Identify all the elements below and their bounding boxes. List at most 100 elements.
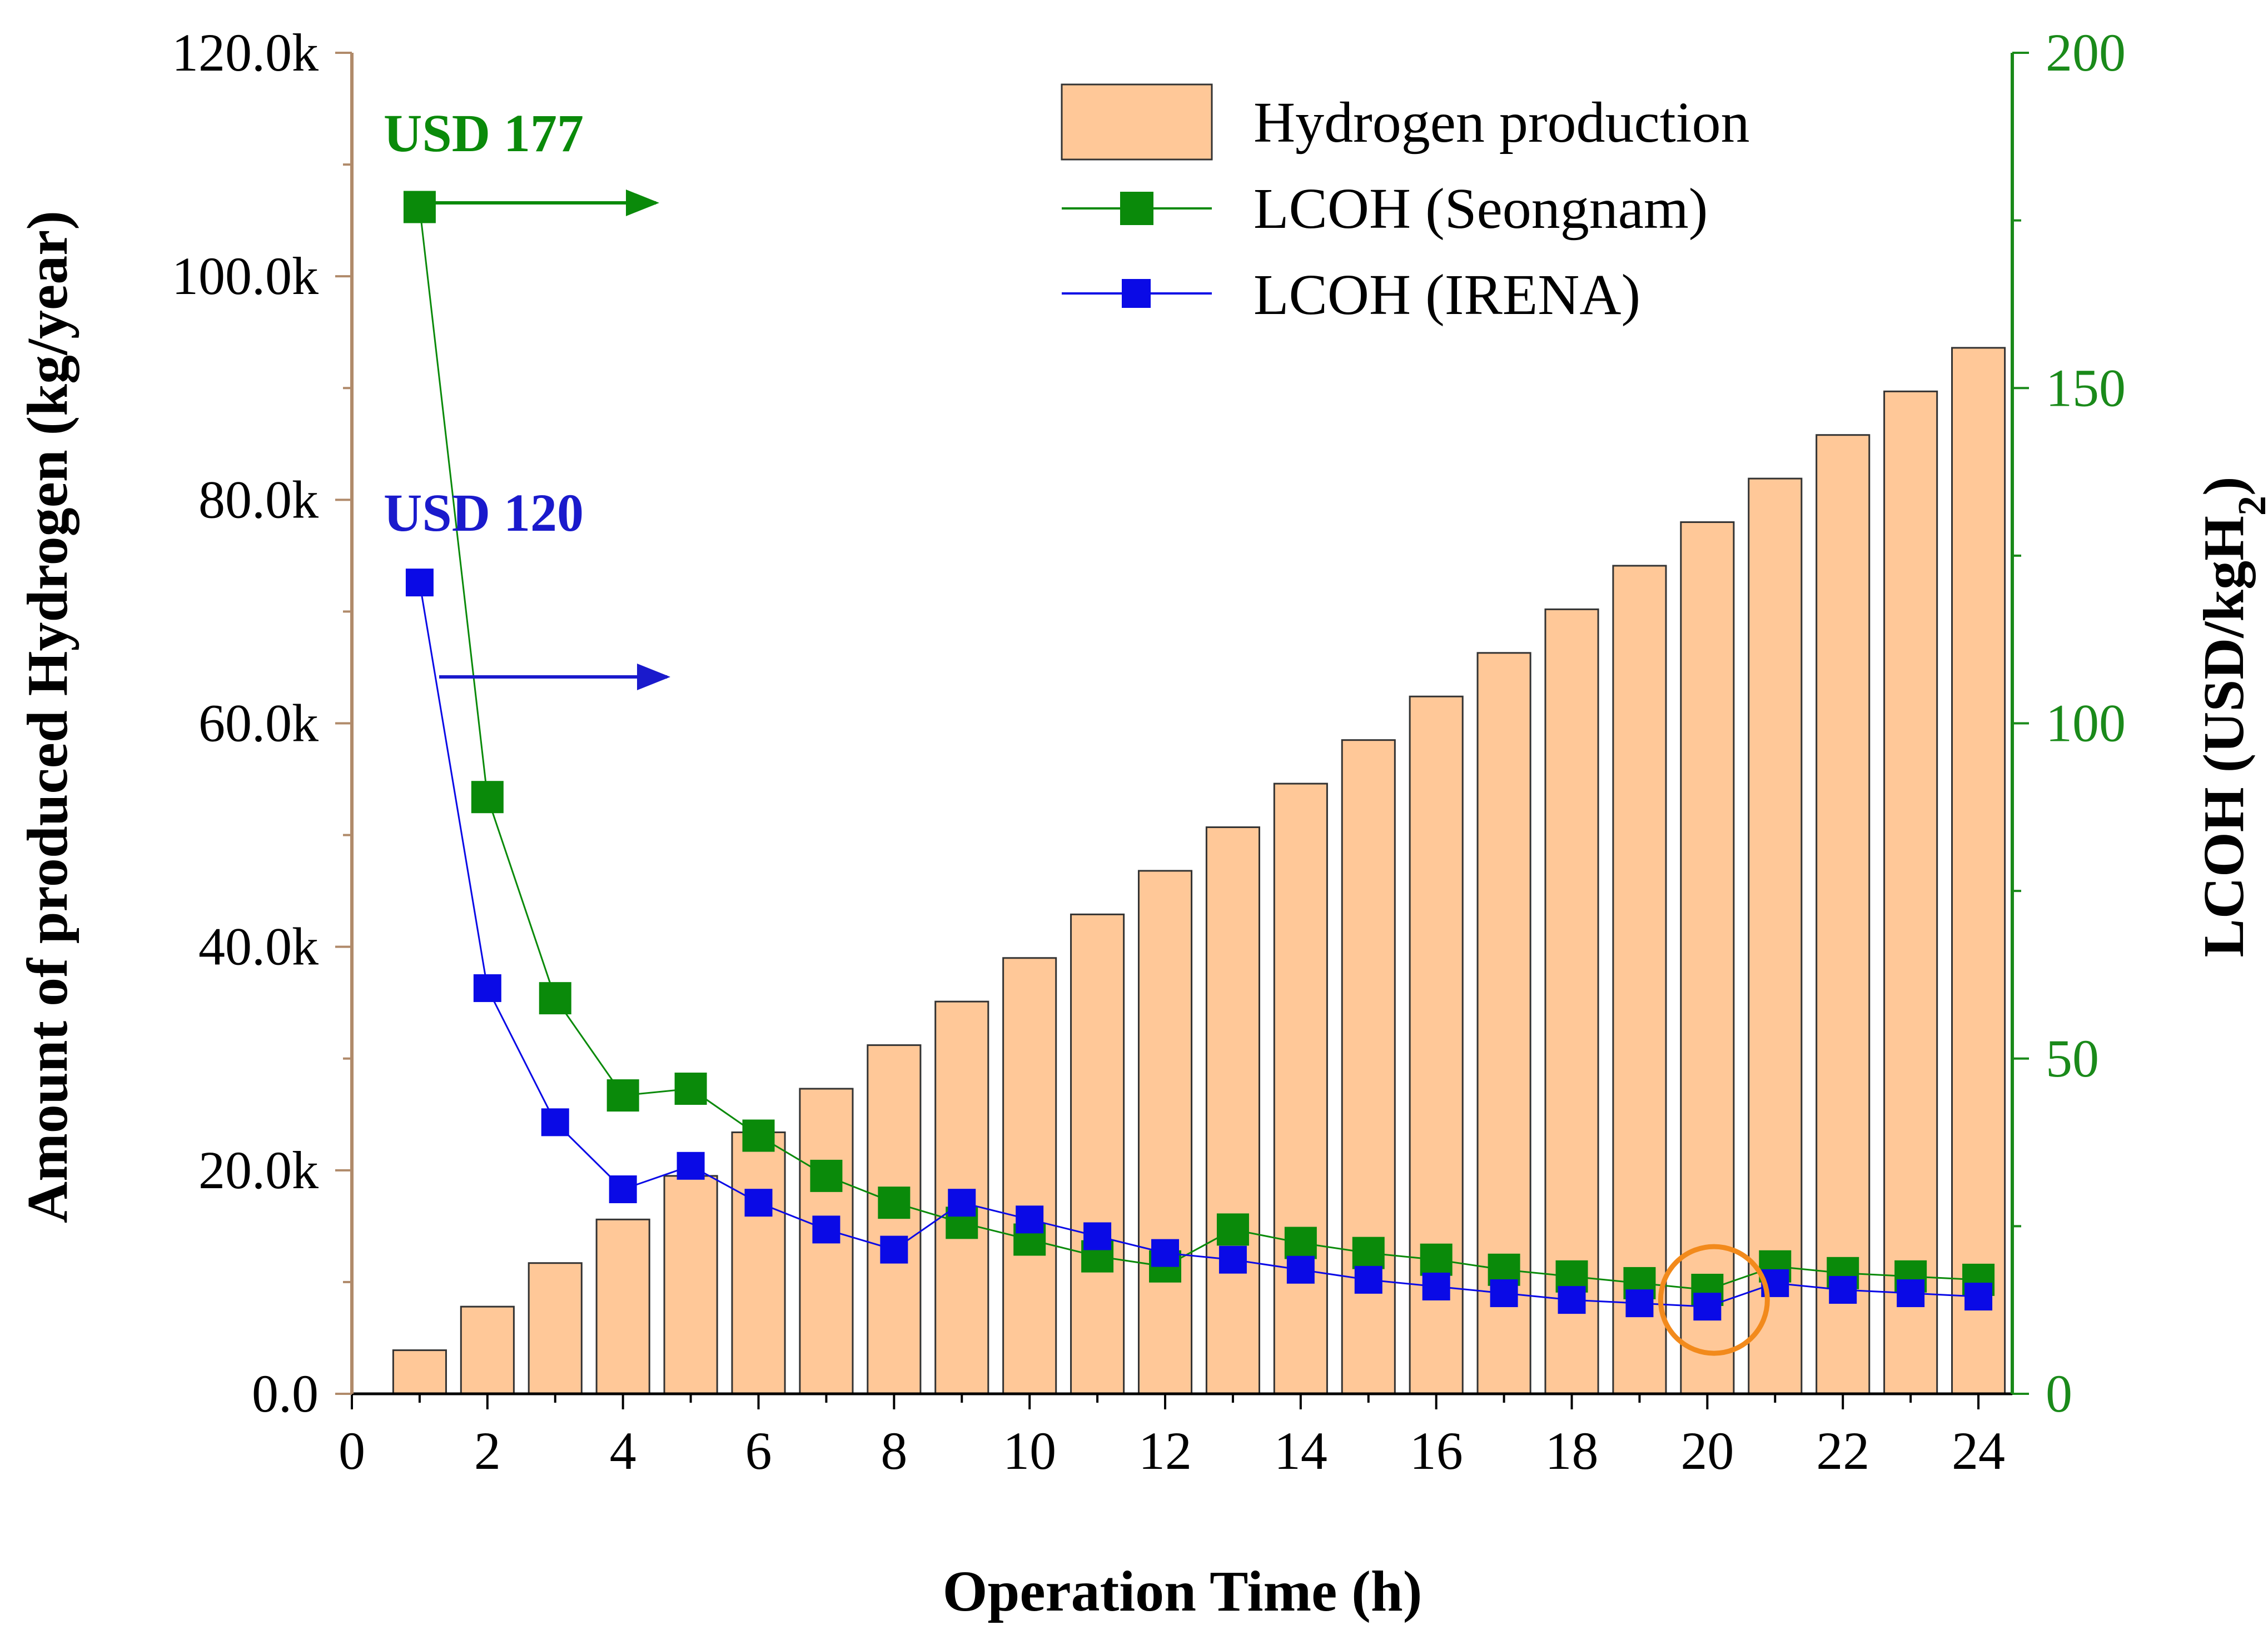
x-tick-label-10: 10 xyxy=(1003,1421,1056,1481)
y-left-tick-label-5: 100.0k xyxy=(172,246,319,306)
point-irena-h11 xyxy=(1083,1222,1112,1250)
x-tick-label-22: 22 xyxy=(1816,1421,1869,1481)
point-seongnam-h4 xyxy=(606,1079,639,1112)
point-seongnam-h7 xyxy=(810,1159,843,1192)
y-right-title-sub: 2 xyxy=(2230,496,2268,516)
point-seongnam-h6 xyxy=(742,1119,775,1152)
x-tick-label-16: 16 xyxy=(1410,1421,1463,1481)
bar-h4 xyxy=(595,1218,650,1395)
point-irena-h23 xyxy=(1897,1279,1925,1308)
bar-h22 xyxy=(1816,434,1871,1395)
point-irena-h10 xyxy=(1016,1205,1044,1234)
bar-h23 xyxy=(1883,390,1938,1395)
bar-h8 xyxy=(867,1044,922,1395)
legend: Hydrogen production LCOH (Seongnam) LCOH… xyxy=(1061,83,1749,327)
line-irena xyxy=(419,582,1979,1308)
point-irena-h18 xyxy=(1558,1286,1586,1314)
x-tick-label-20: 20 xyxy=(1680,1421,1734,1481)
y-left-tick-label-6: 120.0k xyxy=(172,23,319,82)
point-irena-h19 xyxy=(1625,1289,1654,1318)
line-seongnam xyxy=(419,207,1979,1291)
point-irena-h12 xyxy=(1151,1239,1180,1267)
point-seongnam-h1 xyxy=(403,191,436,223)
bar-h13 xyxy=(1205,826,1260,1395)
bar-h12 xyxy=(1137,870,1193,1395)
y-left-tick-label-0: 0.0 xyxy=(252,1364,319,1423)
point-irena-h5 xyxy=(677,1152,705,1180)
x-tick-label-8: 8 xyxy=(881,1421,907,1481)
annotation-usd-120: USD 120 xyxy=(384,483,584,542)
point-irena-h3 xyxy=(541,1108,569,1136)
legend-label-irena: LCOH (IRENA) xyxy=(1254,263,1640,327)
point-irena-h22 xyxy=(1829,1275,1857,1304)
bar-h15 xyxy=(1341,739,1396,1395)
y-left-tick-label-2: 40.0k xyxy=(198,917,319,976)
lines-layer xyxy=(403,191,1995,1321)
annotation-usd-177: USD 177 xyxy=(384,103,584,163)
bar-h24 xyxy=(1951,347,2006,1395)
point-seongnam-h16 xyxy=(1420,1243,1453,1276)
x-tick-label-4: 4 xyxy=(610,1421,636,1481)
y-left-tick-label-1: 20.0k xyxy=(198,1140,319,1200)
point-irena-h20 xyxy=(1693,1293,1722,1321)
point-seongnam-h5 xyxy=(674,1073,707,1105)
point-irena-h2 xyxy=(473,974,501,1003)
point-irena-h7 xyxy=(812,1215,840,1244)
point-irena-h9 xyxy=(948,1189,976,1217)
point-irena-h14 xyxy=(1286,1255,1315,1284)
x-tick-label-24: 24 xyxy=(1952,1421,2005,1481)
point-irena-h8 xyxy=(880,1235,908,1264)
legend-label-seongnam: LCOH (Seongnam) xyxy=(1254,177,1708,241)
bar-h2 xyxy=(460,1305,515,1395)
legend-marker-seongnam xyxy=(1120,192,1153,225)
bar-h3 xyxy=(528,1262,583,1395)
x-tick-label-12: 12 xyxy=(1138,1421,1192,1481)
y-right-title-main: LCOH (USD/kgH xyxy=(2192,516,2256,958)
bar-h10 xyxy=(1002,957,1057,1395)
y-right-tick-label-2: 100 xyxy=(2046,694,2126,753)
bar-h6 xyxy=(731,1131,786,1395)
legend-label-hydrogen: Hydrogen production xyxy=(1254,91,1749,154)
point-irena-h6 xyxy=(744,1189,773,1217)
y-right-axis-title: LCOH (USD/kgH2) xyxy=(2192,476,2268,957)
bar-h16 xyxy=(1409,695,1464,1395)
y-left-tick-label-4: 80.0k xyxy=(198,470,319,529)
point-irena-h1 xyxy=(405,569,434,597)
point-irena-h16 xyxy=(1422,1272,1450,1300)
point-seongnam-h8 xyxy=(878,1187,911,1219)
point-irena-h24 xyxy=(1964,1283,1993,1311)
bars-layer xyxy=(392,347,2006,1395)
x-tick-label-0: 0 xyxy=(339,1421,365,1481)
point-seongnam-h14 xyxy=(1284,1227,1317,1259)
x-axis-title: Operation Time (h) xyxy=(943,1559,1423,1623)
x-tick-label-2: 2 xyxy=(474,1421,501,1481)
y-left-tick-label-3: 60.0k xyxy=(198,694,319,753)
highlight-circle xyxy=(1658,1244,1770,1356)
legend-swatch-hydrogen xyxy=(1061,83,1213,161)
y-right-tick-label-3: 150 xyxy=(2046,358,2126,417)
x-tick-label-18: 18 xyxy=(1545,1421,1599,1481)
y-right-tick-label-1: 50 xyxy=(2046,1029,2099,1088)
x-tick-label-14: 14 xyxy=(1274,1421,1327,1481)
point-seongnam-h15 xyxy=(1352,1237,1385,1269)
bar-h20 xyxy=(1680,521,1735,1395)
point-seongnam-h3 xyxy=(539,982,571,1015)
bar-h5 xyxy=(663,1175,718,1395)
legend-marker-irena xyxy=(1122,279,1151,308)
bar-h1 xyxy=(392,1349,447,1395)
bar-h19 xyxy=(1612,565,1667,1395)
point-seongnam-h2 xyxy=(471,781,504,814)
bar-h14 xyxy=(1273,782,1328,1395)
y-left-axis-title: Amount of produced Hydrogen (kg/year) xyxy=(16,211,79,1223)
point-irena-h13 xyxy=(1218,1245,1247,1274)
y-right-tick-label-0: 0 xyxy=(2046,1364,2072,1423)
y-right-tick-label-4: 200 xyxy=(2046,23,2126,82)
y-right-title-close: ) xyxy=(2192,476,2256,496)
point-irena-h4 xyxy=(609,1175,637,1204)
point-seongnam-h13 xyxy=(1216,1213,1249,1246)
bar-h11 xyxy=(1070,913,1125,1395)
point-irena-h15 xyxy=(1354,1265,1382,1294)
x-tick-label-6: 6 xyxy=(745,1421,772,1481)
point-irena-h17 xyxy=(1490,1279,1518,1308)
